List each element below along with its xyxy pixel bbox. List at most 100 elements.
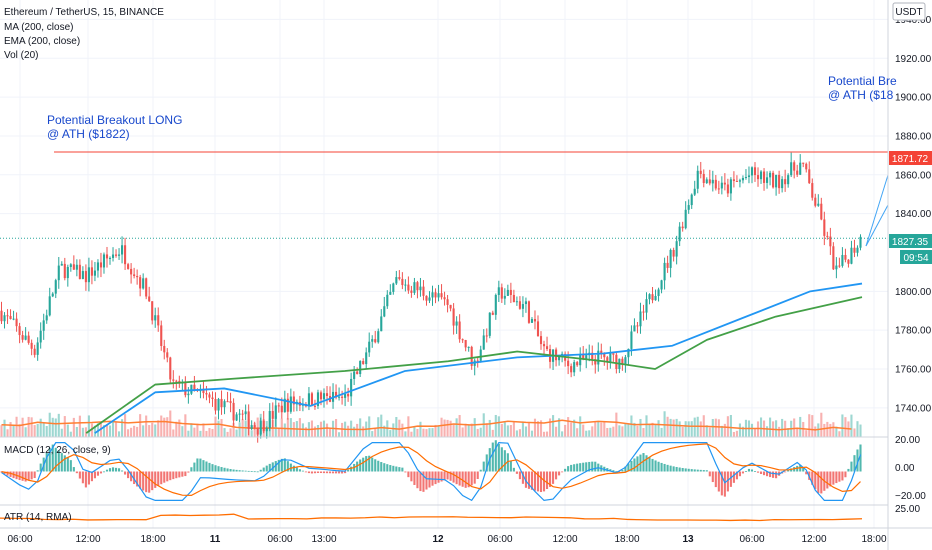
candle-body [124, 245, 127, 265]
candle-body [190, 384, 193, 394]
volume-bar [738, 423, 741, 437]
volume-bar [660, 427, 663, 437]
chart-legend[interactable]: Ethereum / TetherUS, 15, BINANCE MA (200… [4, 7, 164, 61]
atr-label[interactable]: ATR (14, RMA) [4, 512, 72, 523]
macd-histogram-bar [368, 455, 371, 472]
macd-histogram-bar [856, 449, 859, 472]
last-price-tag: 1827.35 09:54 [889, 234, 932, 264]
candle-body [585, 355, 588, 359]
volume-bar [753, 428, 757, 437]
candle-body [582, 354, 585, 359]
candle-body [160, 325, 163, 346]
candle-body [259, 420, 262, 435]
currency-badge[interactable]: USDT [892, 2, 926, 21]
macd-histogram-bar [268, 463, 271, 472]
macd-histogram-bar [57, 450, 60, 472]
volume-bar [521, 421, 524, 437]
annotation-breakout-right[interactable]: Potential Bre @ ATH ($18 [828, 74, 897, 102]
candle-body [292, 396, 295, 405]
volume-bar [524, 426, 527, 437]
candle-body [458, 321, 461, 340]
macd-histogram-bar [636, 456, 639, 472]
macd-panel[interactable] [0, 440, 862, 502]
volume-bar [117, 431, 121, 437]
macd-histogram-bar [705, 470, 708, 472]
macd-histogram-bar [244, 470, 247, 472]
drawing-overlays[interactable] [0, 151, 889, 247]
atr-panel[interactable] [0, 513, 863, 522]
time-axis-labels[interactable]: 06:00 12:00 18:00 11 06:00 13:00 12 06:00 12:00 1… [7, 534, 886, 545]
legend-ma[interactable]: MA (200, close) [4, 22, 73, 33]
macd-histogram-bar [621, 470, 624, 472]
candle-body [714, 179, 717, 189]
volume-bar [353, 426, 356, 437]
legend-ema[interactable]: EMA (200, close) [4, 36, 80, 47]
candle-body [479, 349, 482, 361]
macd-histogram-bar [784, 471, 787, 473]
macd-histogram-bar [139, 471, 142, 489]
volume-bar [202, 423, 205, 437]
volume-bar [796, 427, 799, 437]
volume-bar [87, 415, 90, 437]
candle-body [735, 180, 738, 182]
candle-body [416, 282, 419, 291]
macd-histogram-bar [87, 471, 90, 485]
macd-histogram-bar [6, 471, 9, 476]
candle-body [464, 340, 467, 348]
candle-body [826, 235, 829, 237]
volume-bar [570, 422, 573, 437]
symbol-title[interactable]: Ethereum / TetherUS, 15, BINANCE [4, 7, 164, 18]
macd-label[interactable]: MACD (12, 26, close, 9) [4, 445, 111, 456]
candle-body [515, 301, 518, 303]
macd-histogram-bar [494, 440, 497, 472]
volume-bar [401, 423, 404, 437]
volume-bar [642, 428, 645, 437]
volume-bar [705, 425, 708, 437]
candle-body [859, 236, 862, 248]
volume-bar [811, 415, 814, 437]
macd-histogram-bar [820, 471, 823, 494]
legend-volume[interactable]: Vol (20) [4, 50, 38, 61]
candle-body [211, 397, 214, 400]
volume-bar [277, 428, 280, 437]
candle-body [591, 352, 594, 360]
volume-bar [708, 427, 711, 437]
macd-histogram-bar [93, 471, 96, 479]
price-scale[interactable] [888, 0, 932, 550]
macd-histogram-bar [527, 471, 531, 489]
candle-body [542, 344, 546, 347]
volume-bar [787, 428, 790, 437]
candle-body [805, 163, 808, 170]
volume-bar [515, 430, 518, 437]
candle-body [527, 301, 531, 323]
candle-body [271, 410, 274, 419]
volume-bar [223, 428, 226, 437]
macd-histogram-bar [723, 471, 726, 497]
macd-histogram-bar [663, 463, 666, 472]
candlesticks[interactable] [0, 152, 862, 443]
volume-bar [316, 424, 320, 437]
volume-bar [588, 430, 591, 437]
volume-bar [458, 415, 461, 437]
volume-bar [645, 415, 648, 437]
candle-body [344, 393, 347, 398]
macd-histogram-bar [759, 471, 763, 475]
macd-histogram-bar [166, 471, 169, 482]
candle-body [639, 311, 642, 327]
grid-lines [0, 0, 888, 528]
macd-histogram-bar [419, 471, 422, 492]
volume-bar [422, 428, 425, 437]
annotation-breakout-left[interactable]: Potential Breakout LONG @ ATH ($1822) [47, 113, 182, 141]
volume-bar [78, 415, 81, 437]
candle-body [759, 171, 763, 180]
macd-histogram-bar [365, 456, 368, 472]
volume-bar [826, 421, 829, 437]
volume-bar [829, 423, 832, 437]
volume-bar [57, 413, 60, 437]
volume-bar [690, 421, 693, 437]
macd-histogram-bar [452, 471, 455, 483]
macd-histogram-bar [729, 471, 732, 487]
macd-histogram-bar [762, 471, 766, 476]
candle-body [573, 362, 576, 373]
